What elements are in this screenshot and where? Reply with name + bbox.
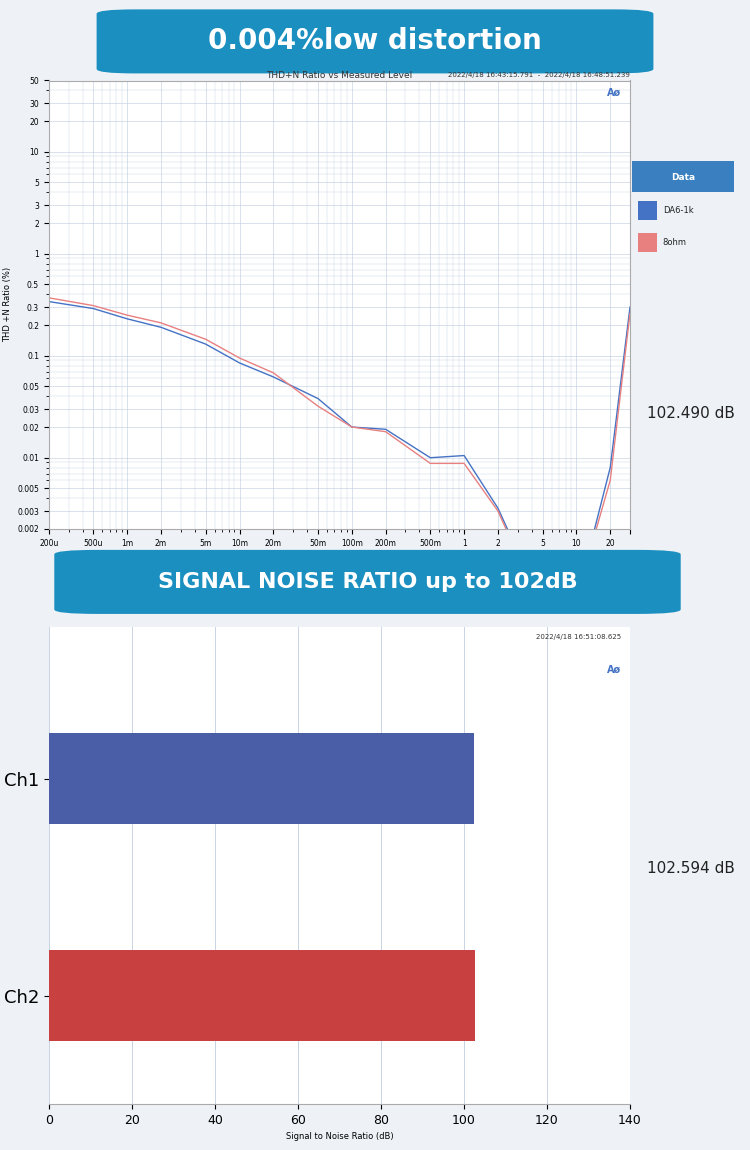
DA6-1k: [538, 599, 547, 613]
Bar: [49, 733, 474, 825]
DA6-1k: [381, 422, 390, 436]
Text: 0.004%low distortion: 0.004%low distortion: [208, 28, 542, 55]
Bar: [638, 201, 656, 220]
X-axis label: Measured Level (W): Measured Level (W): [298, 553, 381, 562]
Bar: [49, 950, 475, 1041]
8ohm: [44, 291, 53, 305]
DA6-1k: [157, 321, 166, 335]
8ohm: [572, 591, 581, 605]
Text: Aø: Aø: [608, 87, 621, 98]
FancyBboxPatch shape: [54, 550, 681, 614]
Title: THD+N Ratio vs Measured Level: THD+N Ratio vs Measured Level: [266, 70, 413, 79]
8ohm: [626, 307, 634, 321]
DA6-1k: [89, 301, 98, 315]
DA6-1k: [626, 300, 634, 314]
8ohm: [494, 504, 502, 518]
DA6-1k: [44, 294, 53, 308]
8ohm: [201, 332, 210, 346]
8ohm: [347, 420, 356, 434]
DA6-1k: [606, 461, 615, 475]
Line: 8ohm: 8ohm: [49, 298, 630, 611]
8ohm: [157, 316, 166, 330]
DA6-1k: [201, 337, 210, 351]
Text: 2022/4/18 16:51:08.625: 2022/4/18 16:51:08.625: [536, 634, 621, 639]
DA6-1k: [460, 448, 469, 462]
Bar: [638, 233, 656, 252]
8ohm: [460, 457, 469, 470]
DA6-1k: [426, 451, 435, 465]
Text: SIGNAL NOISE RATIO up to 102dB: SIGNAL NOISE RATIO up to 102dB: [158, 572, 578, 592]
Text: DA6-1k: DA6-1k: [663, 206, 693, 215]
8ohm: [123, 308, 132, 322]
DA6-1k: [314, 392, 322, 406]
8ohm: [426, 457, 435, 470]
Text: Data: Data: [670, 172, 695, 182]
Text: Aø: Aø: [608, 665, 621, 675]
Bar: [632, 161, 734, 192]
8ohm: [314, 399, 322, 413]
Y-axis label: THD +N Ratio (%): THD +N Ratio (%): [2, 267, 11, 343]
X-axis label: Signal to Noise Ratio (dB): Signal to Noise Ratio (dB): [286, 1133, 393, 1141]
8ohm: [89, 299, 98, 313]
8ohm: [538, 604, 547, 618]
8ohm: [268, 366, 278, 380]
Text: 102.490 dB: 102.490 dB: [647, 406, 735, 422]
Text: 8ohm: 8ohm: [663, 238, 687, 247]
Text: 102.594 dB: 102.594 dB: [647, 860, 735, 876]
DA6-1k: [235, 356, 244, 370]
DA6-1k: [494, 501, 502, 515]
8ohm: [381, 424, 390, 438]
8ohm: [606, 474, 615, 488]
DA6-1k: [268, 370, 278, 384]
DA6-1k: [347, 420, 356, 434]
8ohm: [235, 351, 244, 365]
DA6-1k: [572, 593, 581, 607]
FancyBboxPatch shape: [97, 9, 653, 74]
Text: 2022/4/18 16:43:15.791  -  2022/4/18 16:48:51.239: 2022/4/18 16:43:15.791 - 2022/4/18 16:48…: [448, 72, 630, 78]
DA6-1k: [123, 312, 132, 325]
Line: DA6-1k: DA6-1k: [49, 301, 630, 606]
